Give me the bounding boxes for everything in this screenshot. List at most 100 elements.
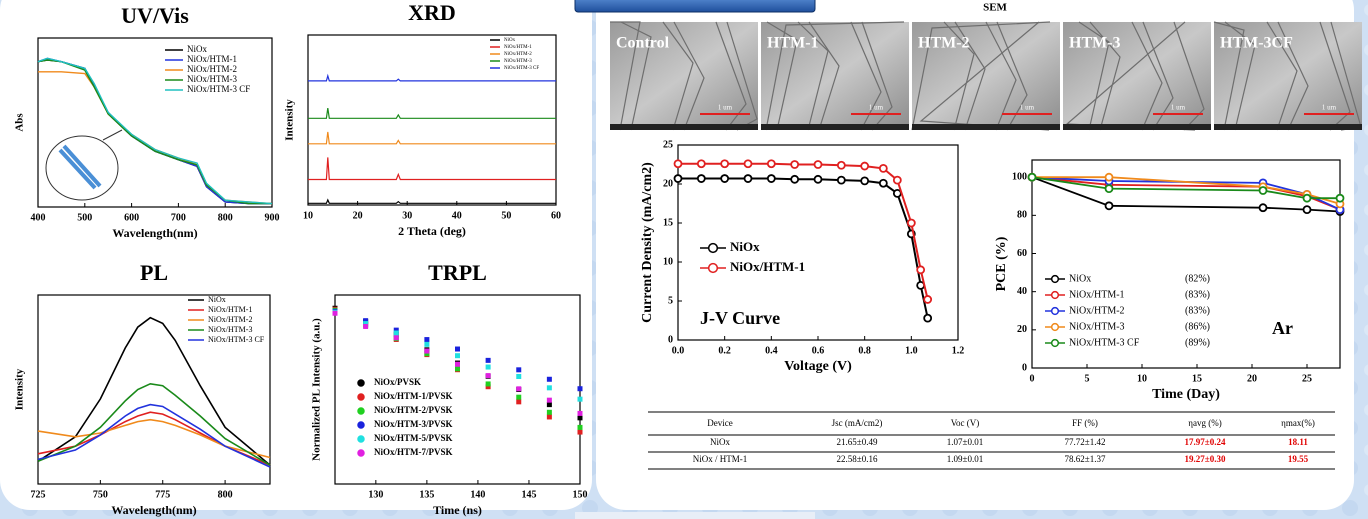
- point: [878, 178, 888, 188]
- x-tick-label: 140: [470, 489, 485, 500]
- point: [1335, 193, 1345, 203]
- table-cell: 77.72±1.42: [1065, 437, 1106, 447]
- legend-label: NiOx: [187, 44, 207, 54]
- legend-marker: [357, 421, 365, 429]
- x-tick-label: 500: [77, 212, 92, 223]
- grain-boundary: [610, 21, 641, 131]
- legend-label: NiOx/HTM-7/PVSK: [374, 447, 453, 457]
- annotation: J-V Curve: [700, 308, 780, 328]
- x-axis-label: Wavelength(nm): [111, 503, 196, 517]
- point: [878, 163, 888, 173]
- legend-label: NiOx: [208, 295, 226, 304]
- table-cell: 18.11: [1288, 437, 1308, 447]
- x-tick-label: 20: [1247, 373, 1257, 384]
- grain-boundary: [673, 21, 705, 131]
- point: [393, 327, 399, 333]
- legend-label: NiOx/HTM-2/PVSK: [374, 405, 453, 415]
- legend-label: NiOx/HTM-2: [187, 64, 237, 74]
- x-tick-label: 1.0: [905, 345, 918, 356]
- grain-boundary: [662, 21, 694, 131]
- sem-label: HTM-3CF: [1220, 35, 1293, 52]
- point: [393, 330, 399, 336]
- legend-retention: (83%): [1185, 289, 1210, 300]
- x-tick-label: 600: [124, 212, 139, 223]
- series-line: [37, 316, 271, 466]
- x-tick-label: 30: [402, 210, 412, 221]
- annotation: Ar: [1272, 318, 1293, 338]
- x-tick-label: 10: [1137, 373, 1147, 384]
- grain-boundary: [1078, 21, 1110, 131]
- banner: [574, 0, 816, 13]
- point: [673, 159, 683, 169]
- point: [485, 373, 491, 379]
- point: [485, 364, 491, 370]
- point: [923, 313, 933, 323]
- grain-boundary: [1213, 21, 1245, 131]
- y-tick-label: 100: [1012, 171, 1027, 182]
- scale-label: 1 um: [1322, 104, 1337, 112]
- point: [577, 424, 583, 430]
- point: [485, 381, 491, 387]
- table-cell: 1.09±0.01: [947, 454, 983, 464]
- legend-label: NiOx/HTM-1: [730, 259, 805, 274]
- table-cell: 19.55: [1288, 454, 1309, 464]
- table-header: Voc (V): [951, 418, 980, 428]
- point: [813, 160, 823, 169]
- grain-boundary: [861, 21, 893, 131]
- sem-label: HTM-2: [918, 35, 970, 52]
- y-tick-label: 80: [1017, 210, 1027, 221]
- legend-label: NiOx/HTM-3 CF: [208, 335, 265, 344]
- point: [696, 174, 706, 183]
- chart-title: UV/Vis: [121, 3, 189, 28]
- legend-marker: [1050, 322, 1060, 332]
- y-axis-label: PCE (%): [994, 236, 1009, 291]
- plot-frame: [307, 34, 557, 206]
- grain-boundary: [715, 21, 747, 131]
- point: [455, 346, 460, 352]
- legend-label: NiOx/HTM-2: [1069, 305, 1125, 316]
- legend-label: NiOx/HTM-1: [1069, 289, 1125, 300]
- grain-boundary: [911, 21, 1051, 131]
- series-line: [308, 108, 556, 119]
- scale-label: 1 um: [1171, 104, 1186, 112]
- point: [546, 376, 552, 382]
- point: [743, 159, 753, 169]
- point: [424, 337, 430, 343]
- grain-boundary: [797, 21, 829, 131]
- point: [766, 159, 776, 169]
- scale-label: 1 um: [718, 104, 733, 112]
- y-tick-label: 60: [1017, 248, 1027, 259]
- sem-title: SEM: [983, 2, 1007, 14]
- point: [673, 174, 683, 183]
- plot-frame: [37, 294, 271, 485]
- x-tick-label: 800: [218, 489, 233, 500]
- point: [424, 351, 430, 357]
- series-line: [308, 198, 556, 204]
- plot-frame: [37, 37, 273, 208]
- grain-boundary: [1224, 21, 1256, 131]
- grain-boundary: [765, 21, 905, 131]
- point: [720, 159, 730, 169]
- point: [577, 396, 583, 402]
- point: [455, 366, 460, 372]
- legend-label: NiOx/HTM-3/PVSK: [374, 419, 453, 429]
- legend-retention: (89%): [1185, 337, 1210, 348]
- point: [546, 409, 552, 415]
- legend-marker: [357, 435, 365, 443]
- x-axis-label: 2 Theta (deg): [398, 224, 466, 238]
- point: [332, 310, 338, 316]
- y-axis-label: Intensity: [14, 368, 26, 410]
- legend-label: NiOx: [504, 38, 516, 43]
- y-tick-label: 20: [663, 178, 673, 189]
- point: [1302, 205, 1312, 215]
- legend-marker: [1050, 338, 1060, 348]
- point: [455, 353, 460, 359]
- y-tick-label: 15: [663, 217, 673, 228]
- y-axis-label: Current Density (mA/cm2): [640, 162, 655, 323]
- y-tick-label: 0: [1022, 362, 1027, 373]
- point: [424, 341, 430, 347]
- point: [1258, 203, 1268, 213]
- x-tick-label: 20: [353, 210, 363, 221]
- table-header: Device: [707, 418, 732, 428]
